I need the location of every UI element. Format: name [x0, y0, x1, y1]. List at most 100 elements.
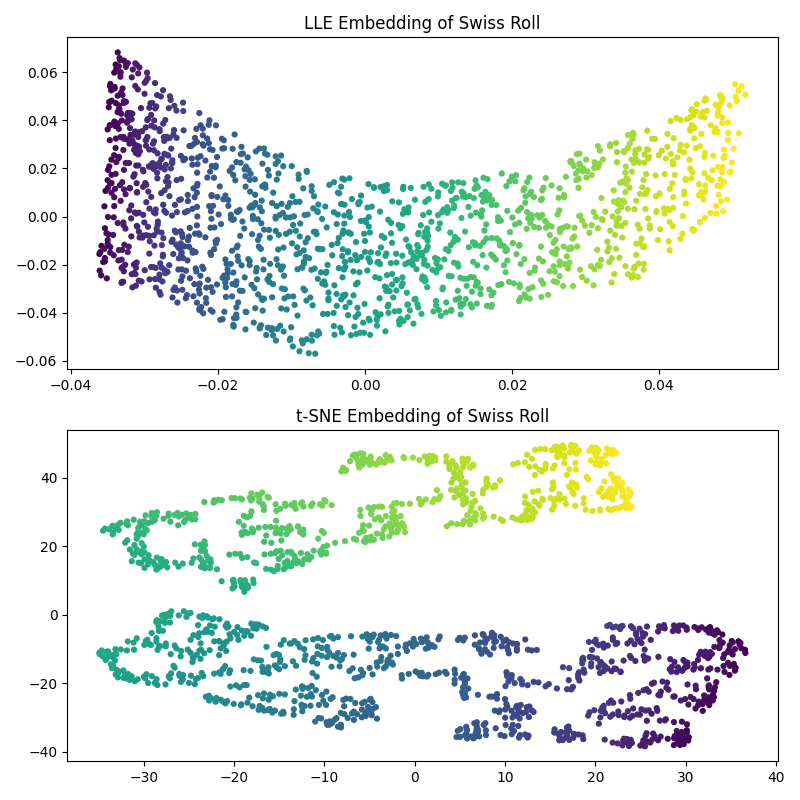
Point: [211, 190, 224, 203]
Point: [288, 500, 301, 513]
Point: [162, 102, 175, 114]
Point: [130, 256, 143, 269]
Point: [294, 546, 307, 559]
Point: [270, 662, 283, 674]
Point: [333, 262, 346, 274]
Point: [577, 651, 590, 664]
Point: [328, 328, 341, 341]
Point: [558, 189, 570, 202]
Point: [107, 249, 120, 262]
Point: [451, 284, 464, 297]
Point: [287, 210, 300, 222]
Point: [246, 201, 259, 214]
Point: [310, 329, 323, 342]
Point: [320, 547, 333, 560]
Point: [505, 672, 518, 685]
Point: [277, 241, 290, 254]
Point: [305, 499, 318, 512]
Point: [168, 509, 181, 522]
Point: [687, 693, 700, 706]
Point: [489, 479, 502, 492]
Point: [544, 492, 557, 505]
Point: [235, 580, 248, 593]
Point: [411, 245, 424, 258]
Point: [366, 709, 378, 722]
Point: [352, 455, 365, 468]
Title: LLE Embedding of Swiss Roll: LLE Embedding of Swiss Roll: [304, 15, 541, 33]
Point: [479, 186, 492, 198]
Point: [425, 182, 438, 195]
Point: [486, 194, 498, 206]
Point: [296, 337, 309, 350]
Point: [193, 302, 206, 315]
Point: [323, 715, 336, 728]
Point: [564, 154, 577, 167]
Point: [158, 147, 171, 160]
Point: [254, 201, 266, 214]
Point: [640, 186, 653, 199]
Point: [133, 226, 146, 238]
Point: [390, 511, 403, 524]
Point: [129, 675, 142, 688]
Point: [130, 543, 143, 556]
Point: [185, 139, 198, 152]
Point: [249, 197, 262, 210]
Point: [299, 250, 312, 263]
Point: [110, 663, 123, 676]
Point: [156, 275, 169, 288]
Point: [259, 182, 272, 194]
Point: [354, 510, 367, 522]
Point: [183, 272, 196, 285]
Point: [558, 450, 571, 463]
Point: [161, 266, 174, 278]
Point: [704, 206, 717, 219]
Point: [454, 730, 466, 743]
Point: [358, 695, 371, 708]
Point: [523, 188, 536, 201]
Point: [631, 218, 644, 231]
Point: [707, 150, 720, 162]
Point: [105, 186, 118, 199]
Point: [456, 686, 469, 698]
Point: [110, 132, 122, 145]
Point: [703, 698, 716, 711]
Point: [235, 141, 248, 154]
Point: [717, 205, 730, 218]
Point: [634, 739, 646, 752]
Point: [163, 90, 176, 102]
Point: [154, 161, 167, 174]
Point: [499, 242, 512, 254]
Point: [218, 660, 231, 673]
Point: [313, 243, 326, 256]
Point: [710, 207, 723, 220]
Point: [133, 61, 146, 74]
Point: [438, 253, 450, 266]
Point: [349, 249, 362, 262]
Point: [362, 454, 374, 466]
Point: [183, 140, 196, 153]
Point: [227, 169, 240, 182]
Point: [338, 290, 350, 303]
Point: [253, 495, 266, 508]
Point: [357, 316, 370, 329]
Point: [640, 168, 653, 181]
Point: [686, 222, 699, 235]
Point: [527, 190, 540, 203]
Point: [207, 496, 220, 509]
Point: [602, 446, 615, 458]
Point: [138, 670, 150, 683]
Point: [528, 495, 541, 508]
Point: [622, 705, 634, 718]
Point: [562, 262, 574, 275]
Point: [298, 700, 311, 713]
Point: [278, 292, 291, 305]
Point: [203, 114, 216, 126]
Point: [130, 528, 143, 541]
Point: [173, 194, 186, 206]
Point: [457, 668, 470, 681]
Point: [138, 672, 151, 685]
Point: [192, 630, 205, 643]
Point: [274, 149, 287, 162]
Point: [253, 492, 266, 505]
Point: [175, 509, 188, 522]
